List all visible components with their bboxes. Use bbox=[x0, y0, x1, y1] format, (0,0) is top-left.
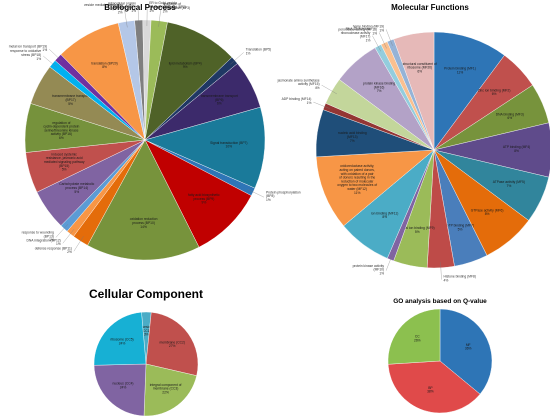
leader-line bbox=[62, 229, 75, 244]
pie-4: MF 36% BP 38% CC 26% bbox=[387, 308, 493, 414]
pie-slice bbox=[93, 311, 147, 366]
slice-label: defense response (BP11) 2% bbox=[35, 246, 72, 254]
slice-label: induced systemic resistance, jasmonic aci… bbox=[44, 152, 85, 171]
slice-label: response to oxidative stress (BP18) 1% bbox=[10, 49, 41, 61]
slice-label: lipid metabolism (BP4) 9% bbox=[169, 61, 202, 69]
slice-label: metal ion transport (BP19) 1% bbox=[9, 44, 48, 52]
leader-line bbox=[230, 52, 244, 65]
leader-line bbox=[321, 84, 337, 95]
slice-label: DNA binding (MF3) 6% bbox=[496, 112, 524, 120]
leader-line bbox=[73, 236, 84, 252]
slice-label: MF 36% bbox=[465, 343, 472, 351]
pie-slice bbox=[439, 308, 493, 395]
slice-label: intracellular protein transport (BP1) 1% bbox=[108, 1, 136, 13]
pie-1: intracellular protein transport (BP1) 1% ER… bbox=[9, 1, 301, 261]
slice-label: fatty acid biosynthetic process (BP9) 9% bbox=[188, 193, 220, 205]
slice-label: ATPase activity (MF5) 7% bbox=[493, 180, 525, 188]
pie-slice bbox=[144, 139, 252, 248]
slice-label: structural constituent of ribosome (MF20)… bbox=[403, 62, 437, 74]
slice-label: Carbohydrate metabolic process (BP14) 5% bbox=[59, 182, 94, 194]
slice-label: ion binding (MF11) 8% bbox=[371, 211, 398, 219]
slice-label: vesicle mediated transport (BP21) 2% bbox=[84, 3, 123, 15]
slice-label: oxidoreductase activity, acting on paired… bbox=[337, 164, 377, 195]
pie-slice bbox=[433, 31, 505, 151]
pie-slice bbox=[145, 312, 199, 376]
leader-line bbox=[313, 101, 330, 109]
leader-line bbox=[385, 254, 393, 271]
slice-label: response to wounding (BP13) 1% bbox=[22, 231, 54, 243]
slice-label: peroxidase activity (MF18) 1% bbox=[338, 28, 377, 36]
slice-label: Signal transduction (BP7) 10% bbox=[210, 141, 247, 149]
slice-label: Protein binding (MF1) 11% bbox=[444, 67, 476, 75]
pie-slice bbox=[315, 149, 435, 227]
slice-label: protein kinase activity (MF10) 1% bbox=[353, 264, 385, 276]
leader-line bbox=[49, 49, 63, 62]
slice-label: integral component of membrane (CC3) 22% bbox=[150, 383, 182, 395]
slice-label: jasmonate amino synthetase activity (MF15… bbox=[277, 78, 320, 90]
slice-label: COPII vesicle coat (CC1) 3% bbox=[133, 325, 160, 337]
slice-label: CC 26% bbox=[414, 335, 421, 343]
pie-slice bbox=[387, 308, 441, 365]
slice-label: heme binding (MF19) 1% bbox=[353, 25, 384, 33]
pie-slice bbox=[387, 360, 481, 414]
pie-slice bbox=[93, 363, 147, 417]
slice-label: transmembrane transport (BP6) 6% bbox=[201, 94, 238, 106]
slice-label: nucleus (CC4) 24% bbox=[112, 382, 133, 390]
slice-label: nucleic acid binding (MF13) 7% bbox=[338, 131, 367, 143]
chart-title-mf: Molecular Functions bbox=[391, 3, 469, 12]
chart-title-bp: Biological Process bbox=[104, 3, 176, 12]
slice-label: Zinc ion binding (MF2) 6% bbox=[478, 88, 511, 96]
leader-line bbox=[124, 9, 128, 28]
slice-label: ATP binding (MF4) 8% bbox=[503, 145, 530, 153]
slice-label: RNA-DNA hybrid ribonuclease activity (MF17… bbox=[341, 27, 371, 42]
chart-title-go: GO analysis based on Q-value bbox=[393, 298, 487, 305]
slice-label: Protein phosphorylation (BP8) 1% bbox=[266, 190, 301, 202]
slice-label: BP 38% bbox=[427, 386, 434, 394]
slice-label: Translation (BP5) 1% bbox=[246, 48, 272, 56]
pie-slice bbox=[144, 106, 266, 189]
leader-line bbox=[247, 189, 265, 198]
leader-line bbox=[372, 35, 381, 52]
slice-label: oxidation reduction process (BP10) 14% bbox=[130, 217, 158, 229]
leader-line bbox=[55, 223, 69, 238]
leader-line bbox=[378, 32, 387, 49]
slice-label: translation (BP20) 8% bbox=[91, 61, 117, 69]
slice-label: regulation of transcription (BP3) 2% bbox=[163, 2, 190, 14]
slice-label: transmembrane transport (BP17) 5% bbox=[52, 94, 89, 106]
leader-line bbox=[385, 29, 393, 46]
slice-label: protein kinase binding (MF16) 7% bbox=[363, 82, 395, 94]
leader-line bbox=[137, 8, 140, 27]
slice-label: regulation of cyclin-dependent protein ser… bbox=[43, 121, 79, 140]
leader-line bbox=[43, 55, 58, 68]
pie-layer: intracellular protein transport (BP1) 1% ER… bbox=[9, 1, 550, 417]
pie-3: COPII vesicle coat (CC1) 3% membrane (CC2) 2… bbox=[93, 311, 199, 417]
slice-label: ADP binding (MF14) 1% bbox=[282, 97, 312, 105]
slice-label: DNA integration (BP12) 1% bbox=[27, 238, 61, 246]
pie-slice bbox=[393, 31, 435, 151]
leader-line bbox=[158, 8, 161, 27]
slice-label: ribosome (CC5) 24% bbox=[110, 338, 133, 346]
slice-label: metal ion binding (MF9) 5% bbox=[400, 226, 435, 234]
pie-slice bbox=[143, 363, 197, 417]
chart-title-cc: Cellular Component bbox=[89, 287, 203, 301]
slice-label: GTP binding (MF7) 5% bbox=[446, 224, 474, 232]
leader-line bbox=[440, 261, 442, 280]
slice-label: membrane (CC2) 27% bbox=[159, 340, 184, 348]
slice-label: ER to Golgi vesicle mediated transport (B… bbox=[149, 1, 186, 13]
pie-slice bbox=[144, 21, 233, 141]
pie-slice bbox=[87, 139, 200, 261]
slice-label: GTPase activity (MF6) 8% bbox=[471, 208, 504, 216]
slice-label: Histone binding (MF8) 4% bbox=[444, 275, 476, 283]
pie-2: Protein binding (MF1) 11% Zinc ion binding… bbox=[277, 25, 550, 283]
